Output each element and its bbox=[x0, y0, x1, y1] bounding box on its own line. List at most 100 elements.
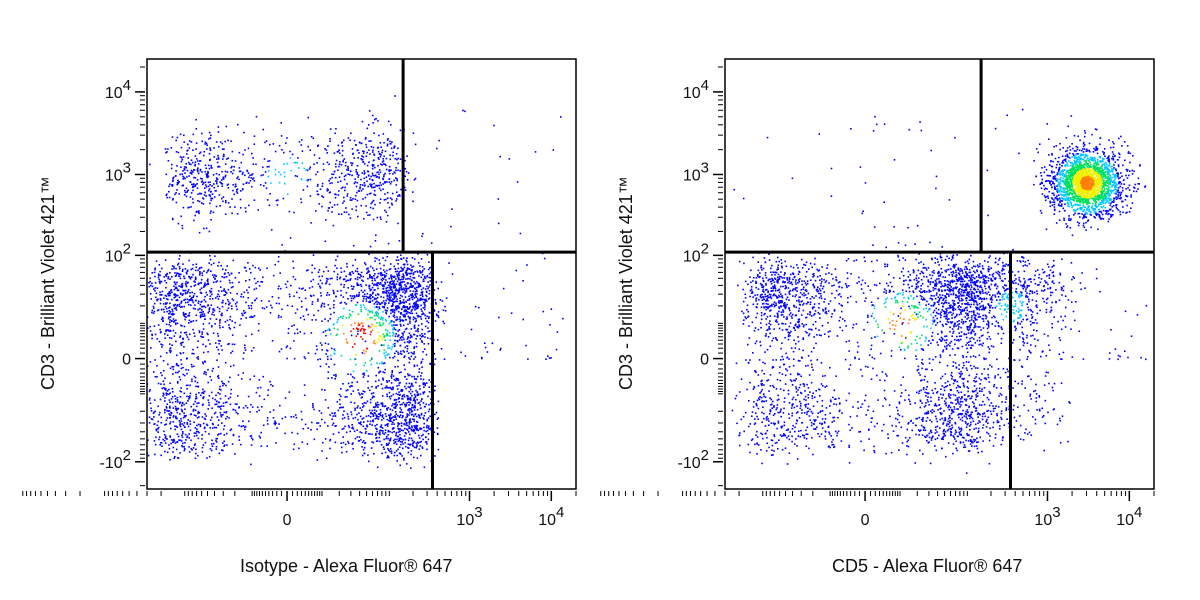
event-dot bbox=[249, 411, 251, 413]
event-dot bbox=[407, 299, 409, 301]
event-dot bbox=[337, 150, 340, 153]
event-dot bbox=[398, 287, 401, 289]
event-dot bbox=[201, 272, 203, 274]
event-dot bbox=[399, 414, 402, 416]
event-dot bbox=[164, 294, 167, 297]
event-dot bbox=[326, 152, 328, 154]
event-dot bbox=[232, 286, 234, 288]
event-dot bbox=[183, 332, 186, 334]
event-dot bbox=[377, 413, 380, 415]
event-dot bbox=[391, 290, 394, 293]
event-dot bbox=[395, 283, 398, 285]
event-dot bbox=[1045, 354, 1048, 357]
event-dot bbox=[412, 295, 414, 298]
event-dot bbox=[374, 297, 376, 300]
event-dot bbox=[396, 388, 399, 390]
event-dot bbox=[132, 437, 134, 439]
event-dot bbox=[223, 273, 226, 275]
event-dot bbox=[180, 146, 183, 149]
event-dot bbox=[404, 318, 407, 321]
event-dot bbox=[230, 388, 232, 391]
event-dot bbox=[415, 318, 417, 320]
event-dot bbox=[158, 414, 160, 416]
event-dot bbox=[383, 344, 385, 346]
event-dot bbox=[206, 144, 208, 147]
event-dot bbox=[207, 164, 210, 167]
event-dot bbox=[175, 448, 178, 451]
event-dot bbox=[382, 446, 385, 448]
event-dot bbox=[187, 301, 189, 304]
event-dot bbox=[770, 454, 773, 456]
event-dot bbox=[340, 294, 342, 297]
event-dot bbox=[415, 427, 417, 430]
event-dot bbox=[380, 324, 382, 327]
event-dot bbox=[218, 342, 220, 345]
event-dot bbox=[170, 412, 173, 414]
event-dot bbox=[408, 361, 411, 364]
event-dot bbox=[353, 182, 356, 185]
event-dot bbox=[222, 176, 225, 179]
event-dot bbox=[543, 257, 546, 260]
event-dot bbox=[153, 371, 155, 373]
event-dot bbox=[429, 284, 431, 286]
event-dot bbox=[389, 417, 391, 420]
event-dot bbox=[403, 457, 405, 460]
event-dot bbox=[281, 308, 283, 311]
event-dot bbox=[362, 328, 365, 330]
event-dot bbox=[364, 432, 367, 435]
event-dot bbox=[919, 121, 921, 123]
event-dot bbox=[242, 372, 244, 374]
event-dot bbox=[870, 315, 873, 317]
event-dot bbox=[194, 397, 197, 400]
event-dot bbox=[407, 337, 409, 339]
event-dot bbox=[406, 260, 408, 263]
event-dot bbox=[153, 416, 155, 418]
event-dot bbox=[418, 437, 421, 439]
event-dot bbox=[398, 452, 401, 455]
event-dot bbox=[372, 174, 374, 177]
event-dot bbox=[397, 393, 399, 396]
event-dot bbox=[427, 281, 429, 283]
event-dot bbox=[165, 173, 168, 176]
event-dot bbox=[416, 364, 419, 367]
event-dot bbox=[225, 291, 227, 294]
event-dot bbox=[374, 318, 376, 321]
event-dot bbox=[185, 414, 187, 417]
event-dot bbox=[371, 316, 373, 319]
event-dot bbox=[166, 438, 168, 440]
event-dot bbox=[172, 368, 175, 371]
event-dot bbox=[411, 257, 414, 259]
event-dot bbox=[885, 246, 887, 249]
event-dot bbox=[442, 320, 444, 323]
event-dot bbox=[388, 295, 391, 297]
event-dot bbox=[179, 156, 182, 158]
event-dot bbox=[387, 138, 389, 140]
event-dot bbox=[400, 302, 402, 304]
event-dot bbox=[417, 402, 420, 404]
event-dot bbox=[263, 185, 265, 187]
event-dot bbox=[368, 110, 371, 112]
event-dot bbox=[336, 321, 338, 323]
event-dot bbox=[392, 403, 394, 405]
event-dot bbox=[207, 172, 209, 174]
event-dot bbox=[165, 423, 167, 425]
event-dot bbox=[179, 133, 182, 136]
event-dot bbox=[169, 351, 172, 354]
event-dot bbox=[385, 328, 387, 331]
event-dot bbox=[391, 325, 394, 327]
event-dot bbox=[384, 209, 386, 212]
event-dot bbox=[193, 285, 196, 287]
x-tick-label: 103 bbox=[1034, 504, 1060, 529]
event-dot bbox=[313, 408, 315, 411]
event-dot bbox=[198, 331, 201, 334]
event-dot bbox=[394, 324, 397, 326]
event-dot bbox=[202, 422, 205, 425]
event-dot bbox=[153, 271, 156, 274]
event-dot bbox=[407, 287, 410, 290]
event-dot bbox=[188, 163, 191, 165]
event-dot bbox=[336, 255, 339, 258]
event-dot bbox=[400, 288, 403, 291]
event-dot bbox=[199, 151, 202, 154]
event-dot bbox=[740, 418, 743, 421]
event-dot bbox=[410, 296, 413, 299]
